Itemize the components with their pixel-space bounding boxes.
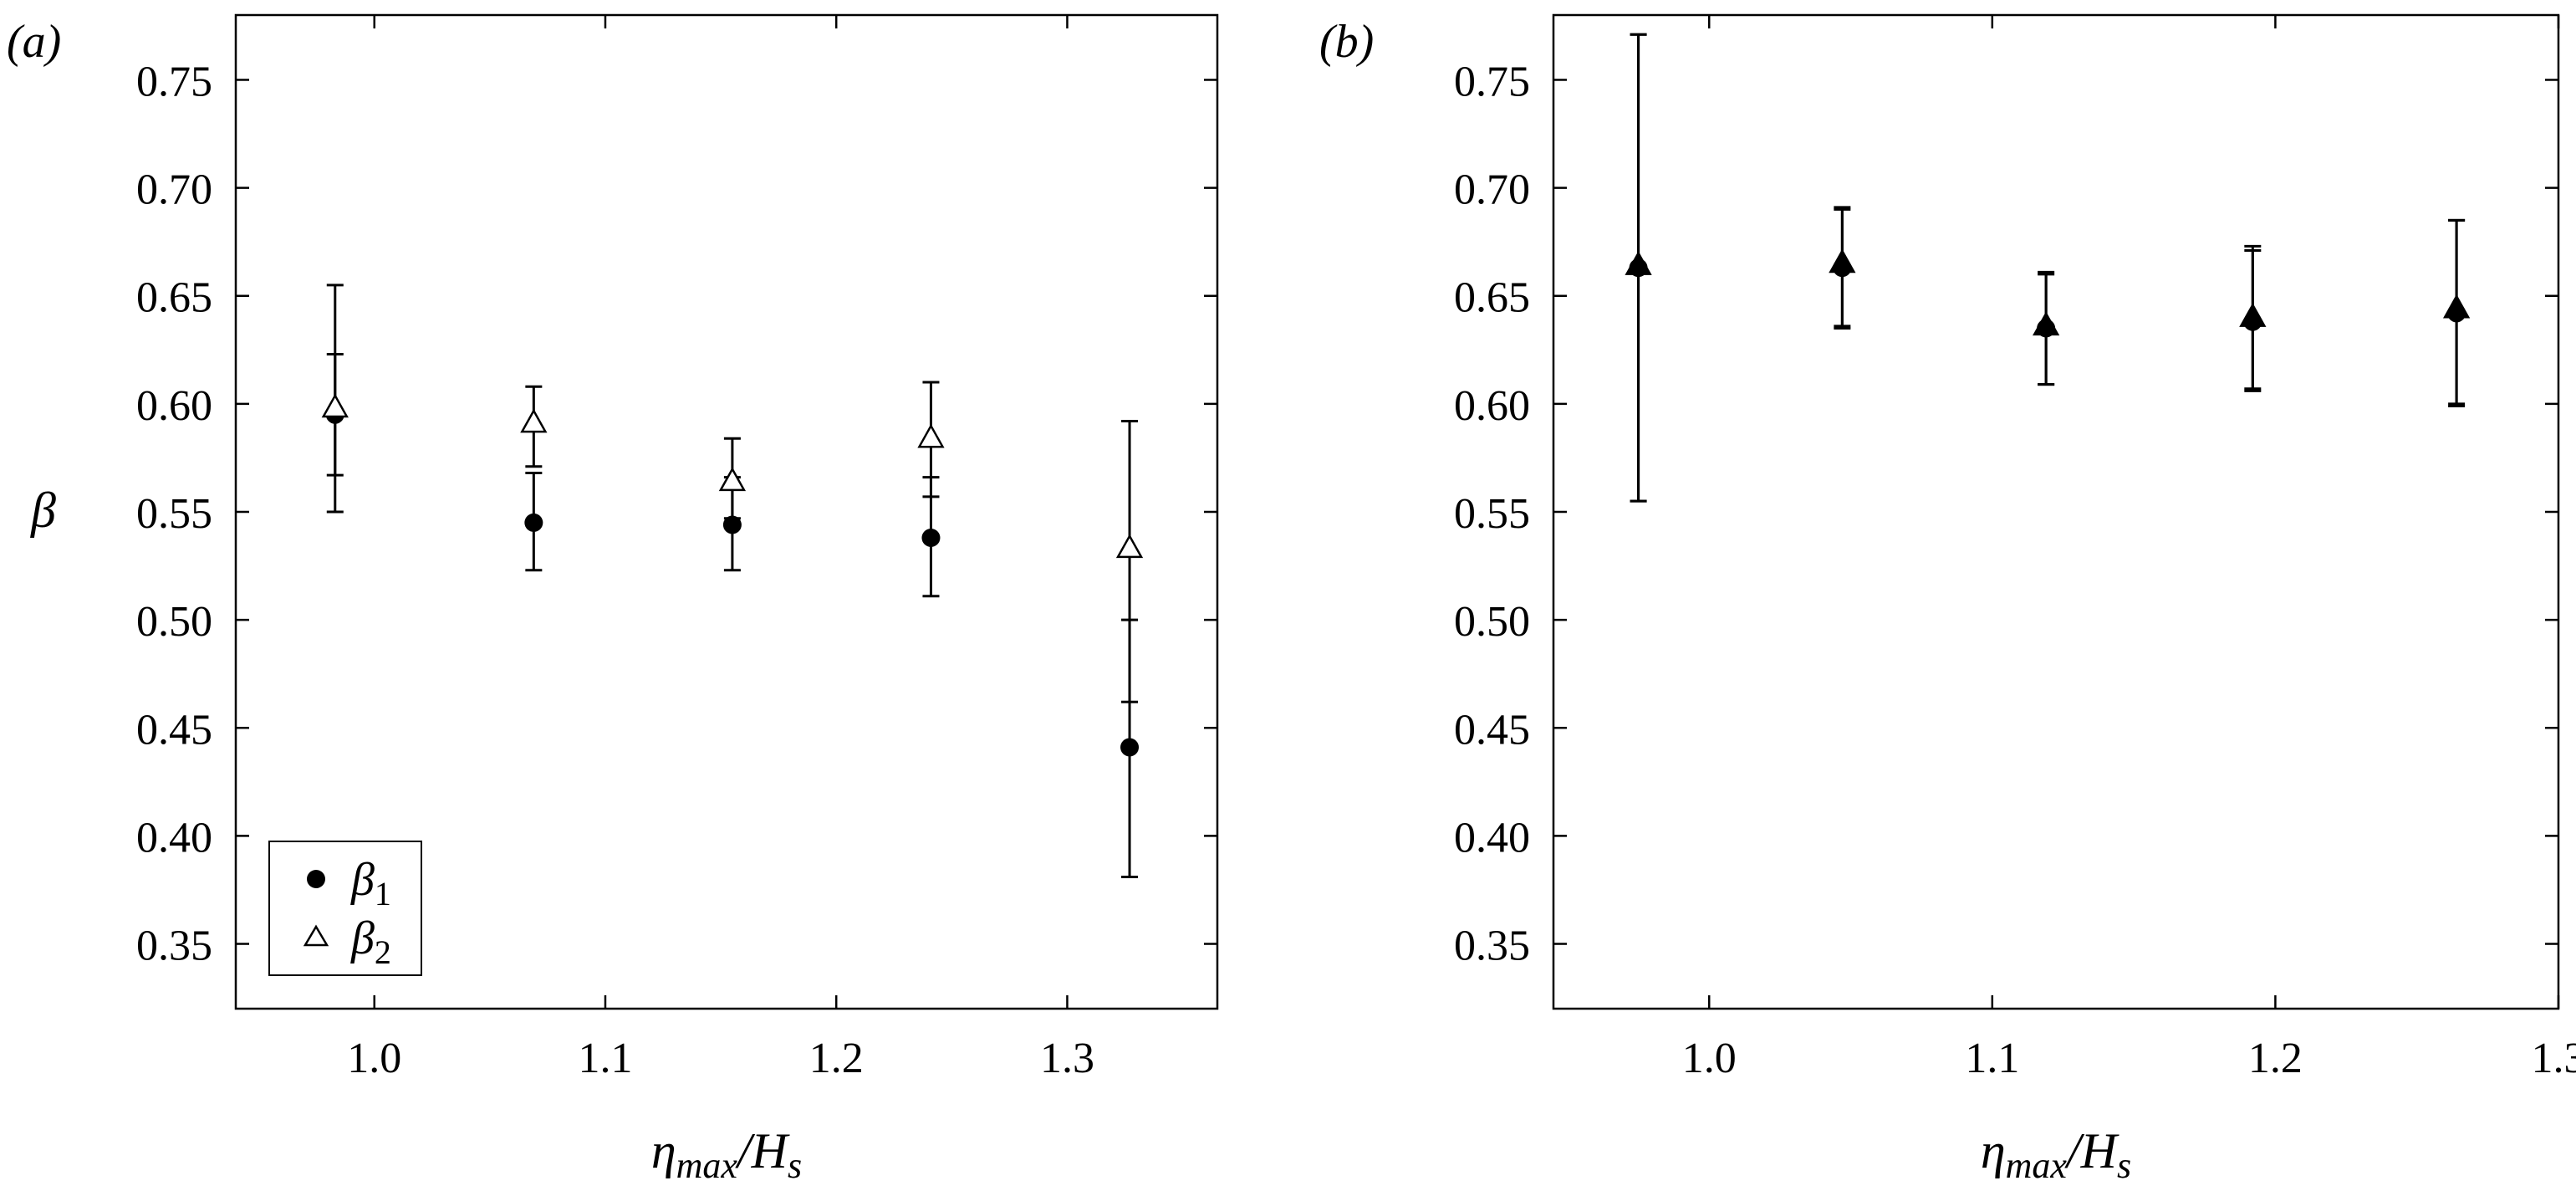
point-a-beta1 [921, 528, 941, 547]
panel-b-frame [1552, 13, 2560, 1010]
panel-b-ytick-label: 0.35 [1454, 923, 1530, 970]
point-a-beta2 [718, 467, 747, 492]
point-a-beta1 [524, 513, 543, 532]
legend-beta1-sub: 1 [375, 875, 391, 912]
panel-b-xlabel: ηmax/Hs [1981, 1123, 2131, 1186]
panel-b-xtick-label: 1.0 [1682, 1035, 1737, 1082]
point-a-beta2 [321, 393, 349, 418]
panel-b-xtick-label: 1.1 [1965, 1035, 2019, 1082]
point-a-beta2 [917, 423, 945, 448]
point-b-beta2 [1625, 251, 1652, 275]
panel-a-data [321, 284, 1144, 878]
legend: β1 β2 [268, 841, 422, 976]
legend-box [268, 841, 422, 976]
panel-a-xlabel: ηmax/Hs [651, 1123, 802, 1186]
panel-a-ytick-label: 0.35 [136, 923, 212, 970]
panel-b-xlabel-rest: /H [2064, 1123, 2120, 1178]
panel-a-label: (a) [7, 16, 61, 68]
legend-beta1-label: β1 [350, 854, 391, 912]
point-b-beta2 [2033, 311, 2060, 336]
panel-a-xtick-label: 1.0 [347, 1035, 401, 1082]
panel-a-xlabel-rest: /H [735, 1123, 791, 1178]
panel-b-xlabel-sub: max [2006, 1145, 2068, 1186]
panel-a-ylabel: β [30, 483, 56, 538]
panel-b-label: (b) [1319, 16, 1374, 68]
panel-b: (b) 0.35 0.40 0.45 0.50 0.55 0.60 0.65 0.70 0.75… [1319, 13, 2576, 1186]
point-b-beta2 [2442, 294, 2471, 319]
panel-a-ytick-label: 0.70 [136, 166, 212, 214]
panel-b-xtick-label: 1.2 [2248, 1035, 2303, 1082]
legend-beta2-sub: 2 [375, 933, 391, 971]
panel-a-xlabel-sub: max [676, 1145, 738, 1186]
panel-b-ytick-label: 0.70 [1454, 166, 1530, 214]
panel-a-ytick-label: 0.55 [136, 490, 212, 538]
panel-a: (a) β 0.350.400.450.500.550.600.650.700.… [7, 13, 1219, 1186]
point-a-beta1 [1120, 738, 1140, 757]
panel-b-xlabel-sub2: s [2117, 1145, 2131, 1186]
legend-beta2-marker [303, 924, 329, 947]
panel-a-ytick-label: 0.40 [136, 814, 212, 861]
panel-b-ytick-label: 0.50 [1454, 598, 1530, 646]
panel-b-ytick-label: 0.55 [1454, 490, 1530, 538]
panel-b-ytick-label: 0.40 [1454, 814, 1530, 861]
legend-beta2-main: β [350, 912, 375, 964]
panel-b-ytick-label: 0.75 [1454, 58, 1530, 105]
panel-a-xtick-label: 1.2 [809, 1035, 864, 1082]
panel-a-xtick-label: 1.3 [1040, 1035, 1094, 1082]
point-a-beta2 [520, 408, 548, 433]
panel-b-ytick-label: 0.60 [1454, 382, 1530, 430]
legend-beta1-main: β [350, 854, 375, 906]
point-b-beta2 [1829, 248, 1856, 273]
panel-a-ytick-label: 0.75 [136, 58, 212, 105]
panel-b-ytick-label: 0.65 [1454, 274, 1530, 322]
panel-a-ytick-label: 0.45 [136, 706, 212, 754]
panel-b-axes: 0.35 0.40 0.45 0.50 0.55 0.60 0.65 0.70 0.75 1.0 1… [1454, 15, 2576, 1082]
panel-a-xlabel-sub2: s [788, 1145, 802, 1186]
panel-a-ytick-label: 0.50 [136, 598, 212, 646]
point-a-beta2 [1115, 534, 1144, 559]
legend-beta1-marker [307, 870, 325, 888]
legend-beta2-label: β2 [350, 912, 391, 971]
panel-a-xtick-label: 1.1 [578, 1035, 632, 1082]
panel-b-xlabel-main: η [1981, 1123, 2006, 1178]
panel-a-axes: 0.35 0.40 0.45 0.50 0.55 0.60 0.65 0.70 0.75 1.0 1… [136, 15, 1217, 1082]
point-a-beta1 [722, 515, 742, 534]
panel-a-ytick-label: 0.60 [136, 382, 212, 430]
panel-a-xlabel-main: η [651, 1123, 676, 1178]
panel-a-ytick-label: 0.65 [136, 274, 212, 322]
panel-b-xtick-label: 1.3 [2532, 1035, 2576, 1082]
panel-b-ytick-label: 0.45 [1454, 706, 1530, 754]
point-b-beta2 [2239, 303, 2267, 327]
panel-b-data [1625, 33, 2471, 503]
